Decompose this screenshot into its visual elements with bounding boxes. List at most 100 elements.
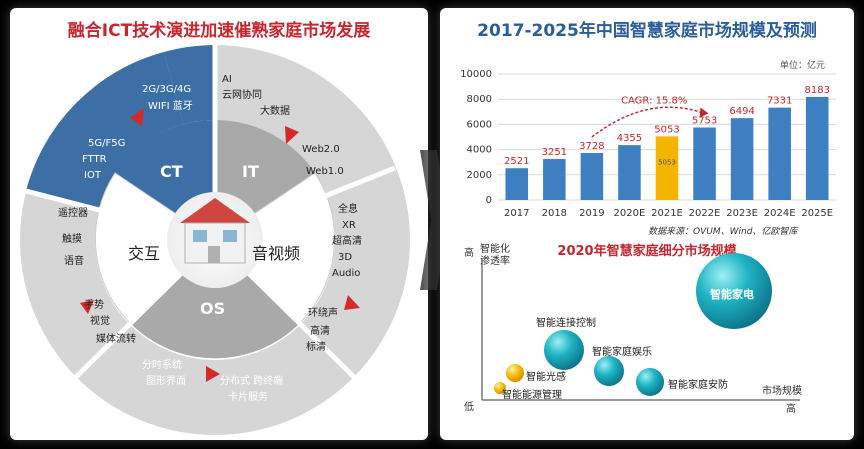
x-tick-label: 2022E	[689, 208, 721, 219]
bubble-axes	[481, 258, 800, 401]
smart-house-icon	[180, 198, 250, 264]
bar	[730, 118, 754, 200]
y-tick-label: 2000	[467, 170, 492, 181]
in-media-label: 媒体流转	[96, 334, 136, 345]
x-tick-label: 2023E	[726, 208, 758, 219]
bar	[805, 96, 829, 200]
unit-label: 单位：亿元	[780, 61, 826, 71]
in-vision-label: 视觉	[90, 316, 110, 327]
highlight-inner-label: 5053	[658, 158, 676, 166]
av-full-label: 全息	[338, 204, 358, 215]
av-3d-label: 3D	[338, 252, 353, 263]
bar	[580, 153, 604, 200]
bar-value-label: 2521	[504, 156, 529, 167]
av-sd-label: 标清	[306, 342, 326, 353]
bar-value-label: 5753	[692, 116, 717, 127]
bar	[693, 127, 716, 200]
segment-os-label: OS	[200, 299, 226, 318]
cagr-curve	[591, 106, 705, 138]
bubble-connect-label: 智能连接控制	[536, 318, 596, 329]
segment-it-label: IT	[242, 162, 259, 181]
x-tick-label: 2019	[579, 208, 604, 219]
market-panel: 2017-2025年中国智慧家庭市场规模及预测 单位：亿元 0 2000 4000 6…	[440, 8, 854, 440]
bar-chart: 0 2000 4000 6000 8000 10000 2521 2017 3251 2018 37…	[460, 69, 836, 219]
os-dist-label: 分布式 跨终端	[220, 376, 284, 387]
bubble-light	[506, 364, 524, 382]
segment-interact	[94, 172, 216, 324]
x-tick-label: 2020E	[614, 208, 646, 219]
source-note: 数据来源：OVUM、Wind、亿欧智库	[648, 227, 798, 237]
in-gesture-label: 手势	[84, 300, 104, 311]
ct-5g-label: 5G/F5G	[88, 138, 126, 149]
in-voice-label: 语音	[64, 256, 84, 267]
it-bigdata-label: 大数据	[260, 106, 290, 117]
av-hd-label: 高清	[310, 326, 330, 337]
y-tick-label: 4000	[467, 145, 492, 156]
x-tick-label: 2018	[542, 208, 567, 219]
bar-value-label: 8183	[804, 85, 829, 96]
arrow-icon	[206, 366, 220, 382]
x-high-label: 高	[786, 404, 796, 415]
bubble-energy-label: 智能能源管理	[502, 390, 562, 401]
bar-value-label: 3728	[579, 141, 604, 152]
bubble-appliance	[696, 253, 772, 329]
bubble-entertain	[594, 356, 624, 386]
os-card-label: 卡片服务	[228, 392, 268, 403]
y-high-label: 高	[464, 248, 474, 259]
arrow-icon	[130, 108, 144, 126]
bubble-chart-title: 2020年智慧家庭细分市场规模	[557, 244, 737, 259]
ict-ring-diagram	[20, 45, 410, 435]
bubble-connect	[544, 330, 584, 370]
cagr-arrow-icon	[699, 107, 709, 118]
bar-value-label: 4355	[617, 133, 642, 144]
x-tick-label: 2021E	[651, 208, 683, 219]
bubble-light-label: 智能光感	[526, 372, 566, 383]
in-touch-label: 触摸	[62, 234, 82, 245]
ct-wifi-label: WIFI 蓝牙	[148, 101, 193, 112]
y-axis-label: 智能化渗透率	[480, 244, 510, 267]
bar-value-label: 3251	[542, 147, 567, 158]
segment-av-label: 音视频	[252, 244, 301, 263]
it-web1-label: Web1.0	[306, 166, 344, 177]
bar	[655, 136, 679, 200]
av-xr-label: XR	[342, 220, 356, 231]
ct-gen-label: 2G/3G/4G	[142, 84, 192, 95]
bar-value-label: 5053	[654, 124, 679, 135]
segment-ct-label: CT	[160, 162, 183, 181]
ict-panel: 融合ICT技术演进加速催熟家庭市场发展	[10, 8, 428, 440]
y-tick-label: 6000	[467, 119, 492, 130]
bubble-entertain-label: 智能家庭娱乐	[592, 347, 652, 358]
segment-interact-label: 交互	[128, 244, 161, 263]
x-tick-label: 2025E	[801, 208, 833, 219]
cagr-label: CAGR: 15.8%	[621, 96, 687, 107]
bubble-security	[636, 368, 664, 396]
ct-fttr-label: FTTR	[82, 154, 107, 165]
x-tick-label: 2024E	[764, 208, 796, 219]
y-tick-label: 8000	[467, 94, 492, 105]
it-web2-label: Web2.0	[302, 144, 340, 155]
bubble-energy	[494, 382, 506, 394]
av-audio-label: Audio	[332, 268, 361, 279]
market-title: 2017-2025年中国智慧家庭市场规模及预测	[477, 21, 817, 41]
os-gui-label: 图形界面	[146, 376, 186, 387]
in-remote-label: 遥控器	[58, 208, 88, 219]
bar	[543, 159, 566, 200]
segment-av	[214, 172, 336, 324]
it-cloud-label: 云网协同	[222, 90, 262, 101]
bar-value-label: 7331	[767, 96, 792, 107]
bubble-security-label: 智能家庭安防	[668, 380, 728, 391]
x-axis-label: 市场规模	[762, 386, 802, 397]
os-timeshare-label: 分时系统	[142, 360, 182, 371]
bar-value-label: 6494	[729, 106, 754, 117]
arrow-icon	[80, 300, 94, 314]
av-surround-label: 环绕声	[308, 308, 338, 319]
y-tick-label: 0	[486, 195, 492, 206]
x-tick-label: 2017	[504, 208, 529, 219]
arrow-icon	[285, 126, 299, 144]
bar	[618, 145, 641, 200]
bar	[768, 107, 791, 200]
arrow-icon	[344, 295, 360, 310]
segment-os	[130, 240, 300, 359]
av-uhd-label: 超高清	[332, 236, 362, 247]
bar	[505, 168, 529, 200]
